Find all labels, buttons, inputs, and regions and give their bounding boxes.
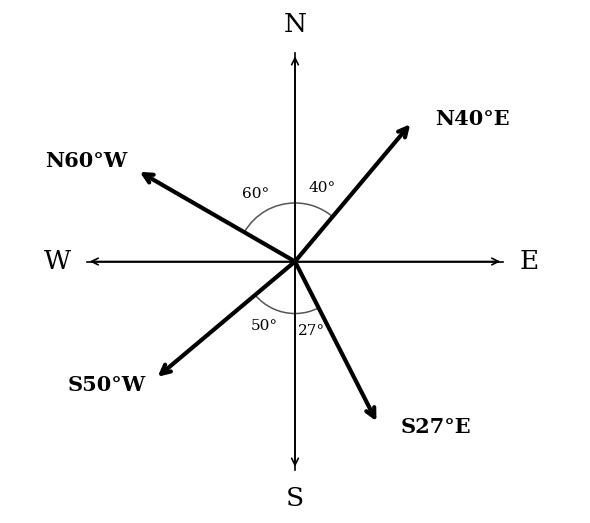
Text: 50°: 50° (251, 320, 278, 333)
Text: W: W (44, 249, 71, 274)
Text: S27°E: S27°E (401, 417, 471, 437)
Text: S50°W: S50°W (67, 375, 146, 395)
Text: S: S (286, 486, 304, 511)
Text: N60°W: N60°W (45, 151, 127, 170)
Text: N40°E: N40°E (435, 109, 509, 129)
Text: E: E (519, 249, 539, 274)
Text: 60°: 60° (242, 187, 270, 201)
Text: N: N (284, 12, 306, 37)
Text: 27°: 27° (297, 324, 325, 338)
Text: 40°: 40° (308, 181, 335, 195)
